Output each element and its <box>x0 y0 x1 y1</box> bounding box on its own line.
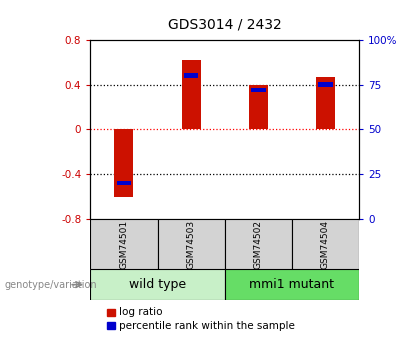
Text: GDS3014 / 2432: GDS3014 / 2432 <box>168 17 281 31</box>
Bar <box>182 60 200 129</box>
Bar <box>292 219 359 269</box>
Text: percentile rank within the sample: percentile rank within the sample <box>119 321 295 331</box>
Bar <box>249 85 268 129</box>
Bar <box>225 219 292 269</box>
Bar <box>318 82 333 87</box>
Text: log ratio: log ratio <box>119 307 163 317</box>
Bar <box>316 77 335 129</box>
Text: GSM74503: GSM74503 <box>186 219 196 269</box>
Text: GSM74502: GSM74502 <box>254 219 263 269</box>
Bar <box>225 269 359 300</box>
Bar <box>251 88 266 92</box>
Text: GSM74501: GSM74501 <box>119 219 129 269</box>
Bar <box>158 219 225 269</box>
Text: genotype/variation: genotype/variation <box>4 280 97 289</box>
Bar <box>116 181 131 186</box>
Text: GSM74504: GSM74504 <box>321 219 330 269</box>
Bar <box>90 219 158 269</box>
Bar <box>115 129 133 197</box>
Bar <box>184 73 199 78</box>
Text: mmi1 mutant: mmi1 mutant <box>249 278 334 291</box>
Text: wild type: wild type <box>129 278 186 291</box>
Bar <box>90 269 225 300</box>
